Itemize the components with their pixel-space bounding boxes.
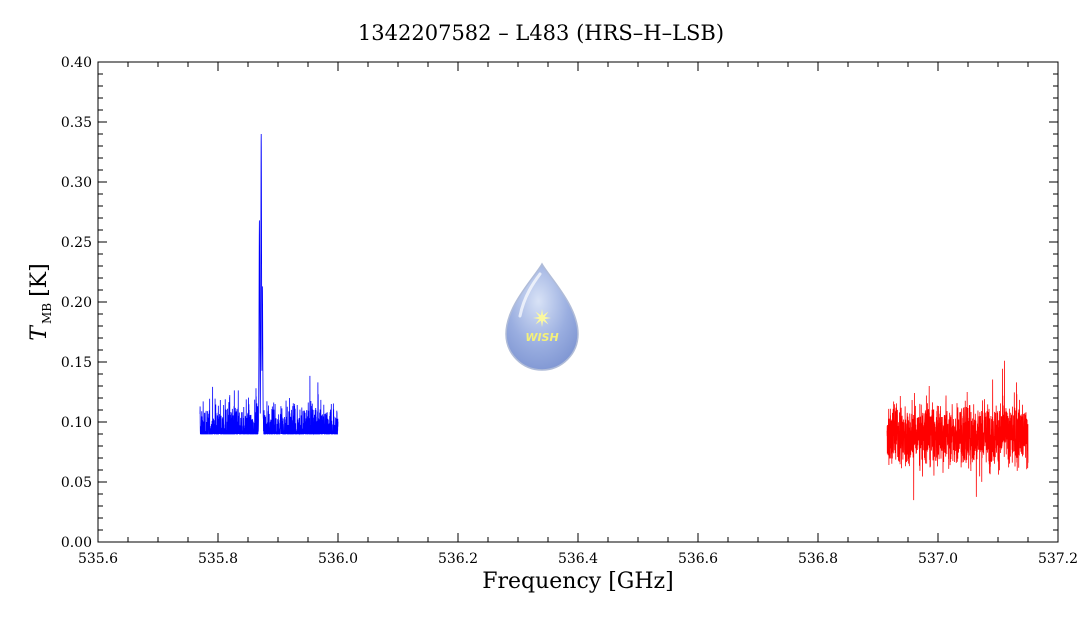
y-axis-subscript: MB <box>40 303 54 324</box>
spectrum-series-2 <box>886 360 1029 501</box>
y-tick-label: 0.30 <box>61 175 92 191</box>
star-icon <box>533 309 551 327</box>
y-axis-label: TMB [K] <box>27 263 54 340</box>
x-tick-label: 536.6 <box>678 551 718 567</box>
x-tick-label: 537.0 <box>918 551 958 567</box>
x-tick-labels: 535.6 535.8 536.0 536.2 536.4 536.6 536.8 537.0… <box>78 551 1078 567</box>
wish-logo: WISH <box>505 262 579 371</box>
y-tick-label: 0.05 <box>61 475 92 491</box>
spectrum-series-1 <box>199 133 339 436</box>
x-tick-label: 536.8 <box>798 551 838 567</box>
ticks-layer <box>97 61 1059 543</box>
y-tick-label: 0.10 <box>61 415 92 431</box>
y-tick-label: 0.40 <box>61 55 92 71</box>
x-tick-label: 536.0 <box>318 551 358 567</box>
axis-ticks <box>97 61 1059 543</box>
x-tick-label: 537.2 <box>1038 551 1078 567</box>
logo-text: WISH <box>525 331 558 344</box>
y-tick-label: 0.00 <box>61 535 92 551</box>
chart-title: 1342207582 – L483 (HRS–H–LSB) <box>358 21 724 45</box>
y-tick-label: 0.15 <box>61 355 92 371</box>
x-tick-label: 536.4 <box>558 551 598 567</box>
y-tick-label: 0.20 <box>61 295 92 311</box>
x-tick-label: 536.2 <box>438 551 478 567</box>
y-tick-label: 0.35 <box>61 115 92 131</box>
y-axis-unit: [K] <box>27 263 52 297</box>
y-tick-label: 0.25 <box>61 235 92 251</box>
y-tick-labels: 0.00 0.05 0.10 0.15 0.20 0.25 0.30 0.35 0.40 <box>61 55 92 551</box>
x-axis-label: Frequency [GHz] <box>482 569 674 594</box>
x-tick-label: 535.6 <box>78 551 118 567</box>
x-tick-label: 535.8 <box>198 551 238 567</box>
series-layer <box>199 133 1029 501</box>
y-axis-symbol: T <box>27 324 52 341</box>
